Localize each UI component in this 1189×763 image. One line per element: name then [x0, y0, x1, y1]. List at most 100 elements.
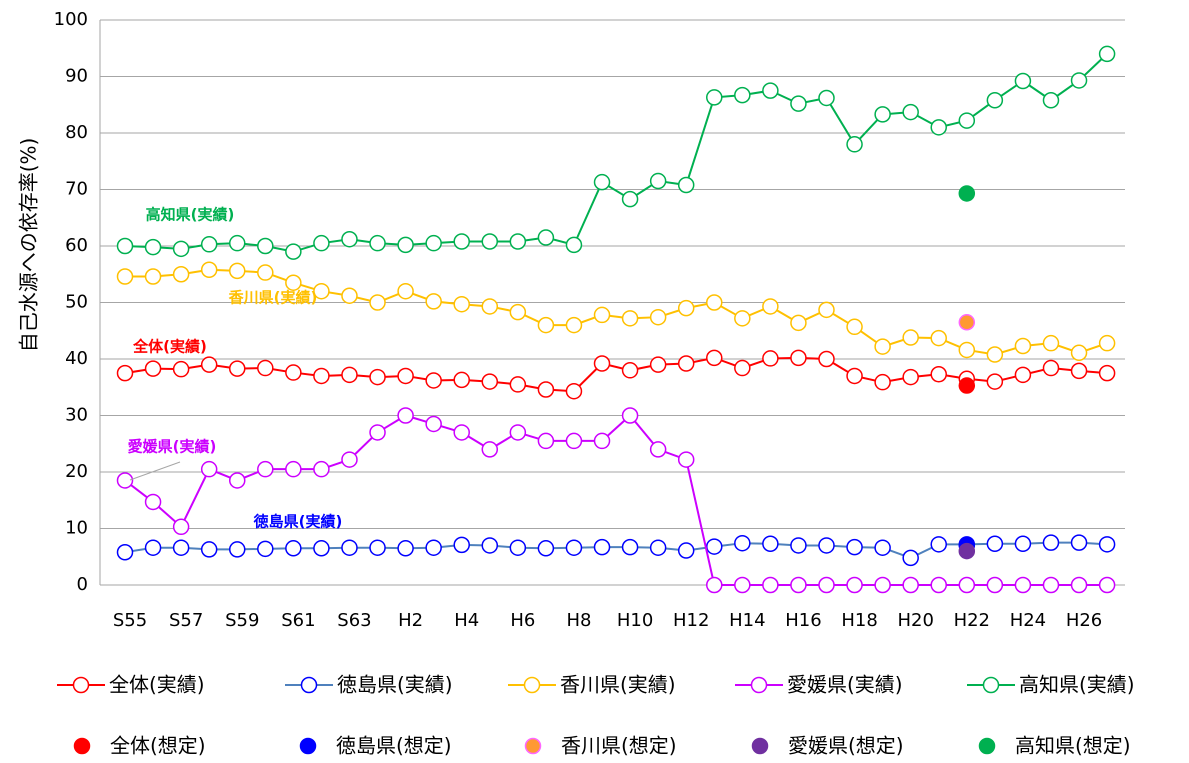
- series-marker: [228, 234, 246, 252]
- series-marker: [958, 576, 976, 594]
- y-tick-label: 70: [65, 179, 88, 200]
- legend-label: 高知県(実績): [1019, 673, 1135, 697]
- x-tick-label: S63: [337, 610, 371, 631]
- series-marker: [313, 540, 330, 557]
- series-marker: [930, 366, 947, 383]
- series-marker: [958, 112, 976, 129]
- x-tick-label: H6: [510, 610, 535, 631]
- series-marker: [425, 234, 442, 252]
- series-marker: [369, 539, 386, 556]
- series-marker: [874, 539, 891, 556]
- series-marker: [706, 294, 723, 311]
- x-tick-label: H10: [617, 610, 653, 631]
- series-marker: [621, 407, 639, 424]
- x-tick-label: S57: [169, 610, 203, 631]
- series-marker: [509, 424, 527, 441]
- x-tick-label: H20: [897, 610, 933, 631]
- legend-marker: [523, 676, 541, 694]
- series-marker: [1042, 359, 1060, 377]
- series-marker: [902, 549, 919, 567]
- x-tick-label: S59: [225, 610, 259, 631]
- series-marker: [565, 236, 583, 254]
- series-marker: [537, 381, 555, 398]
- series-marker: [144, 493, 162, 511]
- series-marker: [116, 364, 134, 382]
- series-marker: [257, 359, 274, 377]
- series-marker: [593, 538, 611, 556]
- series-marker: [285, 364, 302, 381]
- y-tick-label: 20: [65, 461, 88, 482]
- legend-label: 全体(想定): [110, 734, 206, 758]
- x-tick-label: H14: [729, 610, 765, 631]
- series-marker: [677, 451, 695, 468]
- series-marker: [116, 543, 134, 561]
- series-marker: [790, 95, 807, 112]
- series-marker: [1098, 45, 1116, 63]
- series-marker: [565, 432, 583, 450]
- series-marker: [144, 360, 162, 377]
- series-marker: [341, 287, 358, 304]
- series-marker: [818, 301, 835, 319]
- y-tick-label: 100: [54, 9, 88, 30]
- series-marker: [397, 282, 414, 300]
- legend-marker: [750, 676, 768, 694]
- annotation: 愛媛県(実績): [128, 438, 217, 456]
- series-marker: [228, 472, 246, 489]
- series-marker: [200, 356, 218, 373]
- series-marker: [1014, 72, 1032, 90]
- series-marker: [257, 264, 274, 281]
- series-marker: [341, 230, 358, 248]
- series-marker: [481, 537, 499, 554]
- series-marker: [565, 316, 583, 334]
- legend-marker: [300, 676, 318, 694]
- series-marker: [341, 451, 358, 468]
- series-marker: [706, 538, 723, 555]
- series-marker: [228, 360, 246, 377]
- series-marker: [762, 576, 779, 594]
- series-marker: [593, 432, 611, 450]
- series-marker: [144, 268, 162, 285]
- series-marker: [537, 316, 555, 334]
- series-marker: [790, 537, 807, 554]
- series-marker: [593, 173, 611, 191]
- y-tick-label: 0: [77, 574, 88, 595]
- series-marker: [369, 424, 386, 441]
- series-marker: [762, 298, 779, 315]
- series-marker: [734, 359, 751, 377]
- series-marker: [677, 355, 695, 372]
- series-marker: [200, 261, 218, 278]
- series-marker: [1098, 364, 1116, 382]
- y-axis-label: 自己水源への依存率(%): [17, 138, 41, 353]
- series-marker: [565, 539, 583, 556]
- series-marker: [818, 537, 835, 554]
- x-tick-label: H26: [1066, 610, 1102, 631]
- series-marker: [313, 282, 330, 300]
- series-marker: [285, 243, 302, 260]
- series-marker: [1014, 535, 1032, 553]
- series-marker: [453, 295, 470, 313]
- series-marker: [257, 540, 274, 558]
- x-tick-label: H8: [566, 610, 591, 631]
- x-tick-label: H22: [954, 610, 990, 631]
- series-marker: [762, 350, 779, 367]
- legend-label: 香川県(実績): [560, 673, 676, 697]
- series-marker: [986, 535, 1004, 553]
- series-marker: [621, 538, 639, 556]
- series-marker: [509, 539, 527, 556]
- legend-label: 徳島県(実績): [337, 673, 453, 697]
- series-marker: [677, 542, 695, 559]
- series-marker: [677, 299, 695, 317]
- series-marker: [958, 341, 976, 359]
- series-marker: [481, 441, 499, 458]
- series-marker: [509, 376, 527, 393]
- series-marker: [200, 460, 218, 478]
- series-marker: [621, 310, 639, 327]
- series-marker: [706, 89, 723, 106]
- x-tick-label: S61: [281, 610, 315, 631]
- y-tick-label: 90: [65, 66, 88, 87]
- estimate-point: [958, 542, 976, 560]
- legend-label: 徳島県(想定): [336, 734, 452, 758]
- series-marker: [1014, 337, 1032, 355]
- series-marker: [285, 460, 302, 478]
